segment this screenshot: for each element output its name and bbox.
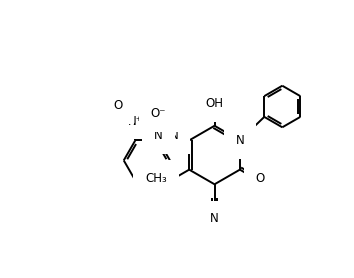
Text: N⁺: N⁺ [128, 115, 143, 128]
Text: OH: OH [206, 97, 223, 110]
Text: O: O [255, 172, 264, 185]
Text: N: N [154, 129, 163, 142]
Text: N: N [170, 129, 178, 142]
Text: O: O [113, 99, 122, 112]
Text: O⁻: O⁻ [151, 107, 166, 120]
Text: CH₃: CH₃ [145, 172, 167, 185]
Text: N: N [235, 134, 244, 147]
Text: N: N [210, 212, 219, 225]
